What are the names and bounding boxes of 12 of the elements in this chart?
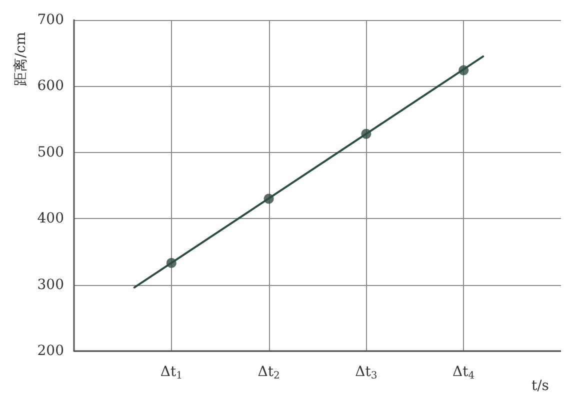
y-tick-label: 200	[37, 343, 64, 359]
y-tick-label: 500	[37, 144, 64, 160]
x-axis-title: t/s	[531, 378, 549, 394]
point	[361, 128, 372, 139]
point	[264, 194, 274, 204]
point	[166, 258, 176, 268]
y-tick-label: 700	[37, 12, 64, 28]
point	[458, 65, 469, 76]
y-tick-label: 600	[37, 78, 64, 94]
y-axis-title: 距离/cm	[13, 32, 29, 86]
y-tick-label: 300	[37, 276, 64, 293]
y-tick-label: 400	[37, 210, 64, 227]
